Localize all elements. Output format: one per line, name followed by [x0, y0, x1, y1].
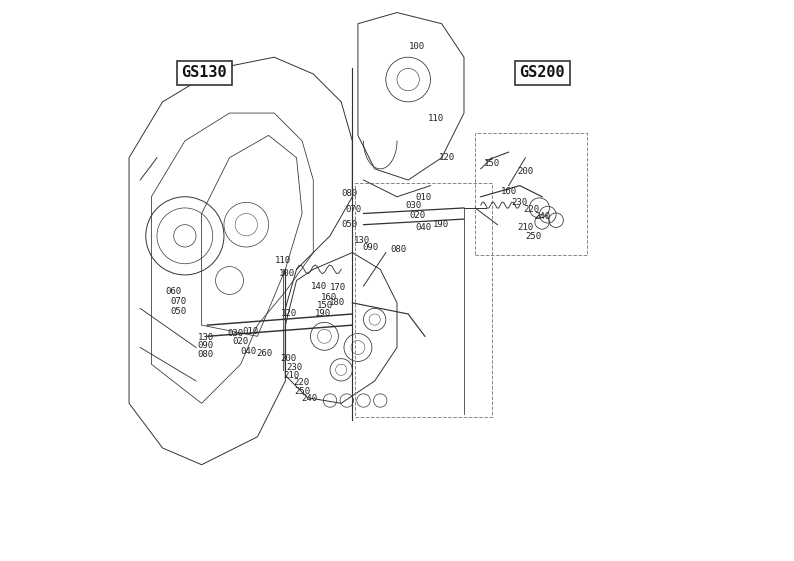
Text: 150: 150: [484, 159, 500, 168]
Text: 170: 170: [330, 283, 346, 292]
Text: 040: 040: [416, 223, 432, 232]
Text: 220: 220: [523, 205, 539, 214]
Text: 010: 010: [242, 328, 258, 337]
Text: 070: 070: [345, 205, 361, 214]
Text: 080: 080: [341, 190, 357, 199]
Text: 240: 240: [534, 212, 550, 221]
Text: 120: 120: [439, 153, 455, 162]
Text: 150: 150: [316, 301, 333, 310]
Text: 190: 190: [433, 220, 449, 229]
Text: 220: 220: [293, 378, 309, 387]
Text: 240: 240: [301, 394, 318, 403]
Text: 200: 200: [518, 167, 534, 176]
Text: 090: 090: [363, 242, 379, 251]
Text: 080: 080: [391, 245, 407, 254]
Text: 060: 060: [166, 287, 182, 296]
Text: 130: 130: [354, 236, 371, 245]
Text: 250: 250: [526, 232, 542, 241]
Text: 020: 020: [233, 337, 249, 346]
Text: 110: 110: [428, 114, 444, 123]
Text: 210: 210: [283, 371, 299, 380]
Text: GS200: GS200: [519, 65, 565, 80]
Text: 180: 180: [330, 298, 345, 307]
Text: 200: 200: [280, 354, 296, 363]
Text: 120: 120: [281, 310, 297, 319]
Text: 140: 140: [310, 282, 327, 291]
Bar: [475, 132, 587, 255]
Text: 070: 070: [170, 297, 187, 306]
Text: 230: 230: [287, 362, 303, 371]
Text: 110: 110: [275, 256, 291, 265]
Text: 020: 020: [410, 211, 426, 220]
Text: 210: 210: [518, 223, 534, 232]
Text: 040: 040: [241, 347, 256, 356]
Text: 160: 160: [321, 293, 337, 302]
Text: 130: 130: [198, 333, 214, 342]
Text: 080: 080: [198, 350, 214, 358]
Text: 260: 260: [256, 348, 273, 357]
Text: 190: 190: [315, 310, 331, 319]
Text: 160: 160: [500, 187, 517, 196]
Text: 230: 230: [512, 198, 528, 207]
Text: 030: 030: [406, 201, 422, 210]
Text: 010: 010: [416, 194, 432, 203]
Text: 030: 030: [227, 329, 243, 338]
Text: 050: 050: [170, 307, 187, 316]
Text: 100: 100: [279, 269, 295, 278]
Text: 250: 250: [294, 387, 310, 396]
Text: GS130: GS130: [182, 65, 227, 80]
Bar: [355, 183, 492, 417]
Text: 100: 100: [408, 42, 425, 50]
Text: 090: 090: [198, 341, 214, 350]
Text: 050: 050: [341, 220, 357, 229]
